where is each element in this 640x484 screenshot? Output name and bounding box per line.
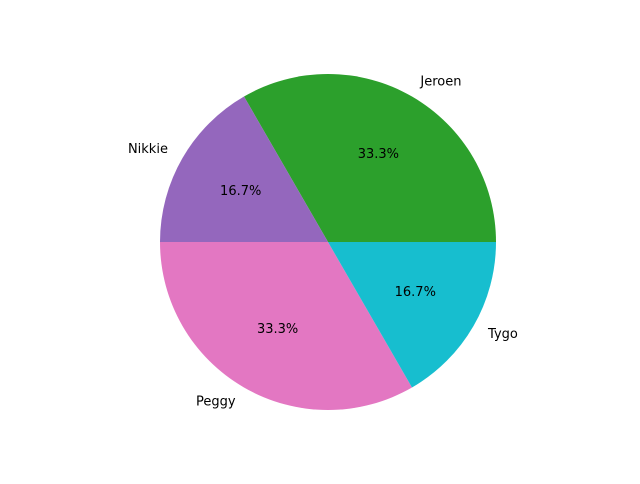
slice-label-tygo: Tygo [487, 327, 518, 342]
pie-slice-nikkie [160, 96, 328, 243]
pie-labels: Jeroen 33.3% Nikkie 16.7% Peggy 33.3% Tygo 16.7… [128, 74, 518, 409]
pie-slices [160, 73, 496, 410]
pie-slice-tygo [328, 242, 496, 388]
pie-slice-jeroen [244, 73, 496, 242]
slice-label-peggy: Peggy [196, 395, 236, 410]
slice-percent-jeroen: 33.3% [358, 147, 399, 162]
slice-label-nikkie: Nikkie [128, 142, 168, 157]
slice-percent-nikkie: 16.7% [220, 184, 261, 199]
slice-percent-peggy: 33.3% [257, 322, 298, 337]
slice-label-jeroen: Jeroen [419, 74, 461, 89]
pie-slice-peggy [160, 242, 412, 410]
slice-percent-tygo: 16.7% [395, 285, 436, 300]
